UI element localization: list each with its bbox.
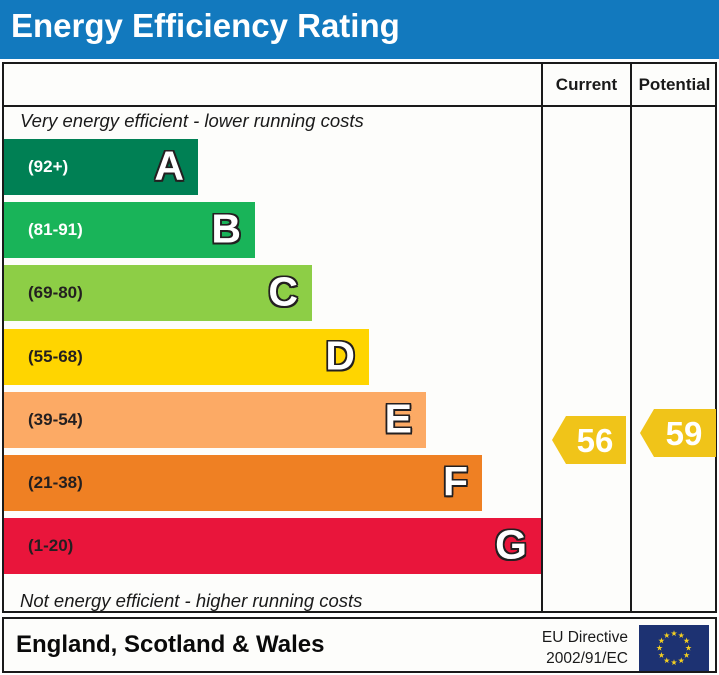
rating-bar-e: (39-54) E	[4, 391, 426, 448]
rating-range-c: (69-80)	[28, 283, 83, 303]
rating-bar-d: (55-68) D	[4, 328, 369, 385]
rating-letter-e: E	[384, 395, 412, 442]
page-title: Energy Efficiency Rating	[11, 7, 400, 44]
rating-letter-g: G	[495, 521, 527, 568]
rating-letter-b: B	[211, 205, 241, 252]
current-rating-indicator: 56	[552, 416, 626, 464]
rating-bar-g: (1-20) G	[4, 518, 541, 575]
rating-range-f: (21-38)	[28, 473, 83, 492]
rating-range-a: (92+)	[28, 157, 69, 176]
rating-bar-c: (69-80) C	[4, 265, 312, 322]
directive-line-2: 2002/91/EC	[546, 649, 628, 667]
rating-range-g: (1-20)	[28, 536, 74, 556]
rating-letter-a: A	[154, 142, 184, 189]
column-header-potential: Potential	[638, 75, 711, 94]
potential-rating-indicator: 59	[640, 409, 716, 457]
chart-table: Current Potential Very energy efficient …	[2, 62, 717, 613]
footer-directive: EU Directive 2002/91/EC	[518, 628, 628, 670]
rating-letter-d: D	[325, 332, 355, 379]
chart-footer: England, Scotland & Wales EU Directive 2…	[2, 617, 717, 673]
column-header-current: Current	[555, 75, 618, 94]
caption-very-efficient: Very energy efficient - lower running co…	[20, 110, 364, 131]
rating-range-b: (81-91)	[28, 220, 83, 240]
rating-range-e: (39-54)	[28, 409, 83, 429]
header-row-divider	[4, 105, 715, 107]
current-rating-value: 56	[576, 421, 614, 459]
caption-not-efficient: Not energy efficient - higher running co…	[20, 590, 363, 611]
rating-letter-c: C	[268, 269, 298, 316]
current-column-divider	[541, 64, 543, 613]
rating-range-d: (55-68)	[28, 346, 83, 366]
chart-title-bar: Energy Efficiency Rating	[0, 0, 719, 59]
rating-letter-f: F	[442, 458, 468, 505]
potential-rating-value: 59	[665, 414, 703, 452]
rating-bar-f: (21-38) F	[4, 455, 482, 511]
rating-bar-a: (92+) A	[4, 139, 198, 195]
rating-bar-b: (81-91) B	[4, 202, 255, 259]
potential-column-divider	[630, 64, 632, 613]
footer-region-label: England, Scotland & Wales	[16, 631, 325, 658]
eu-flag-icon	[639, 625, 709, 671]
rating-bars: (92+) A (81-91) B (69-80) C (55-68) D (3…	[4, 139, 541, 587]
directive-line-1: EU Directive	[541, 629, 628, 646]
